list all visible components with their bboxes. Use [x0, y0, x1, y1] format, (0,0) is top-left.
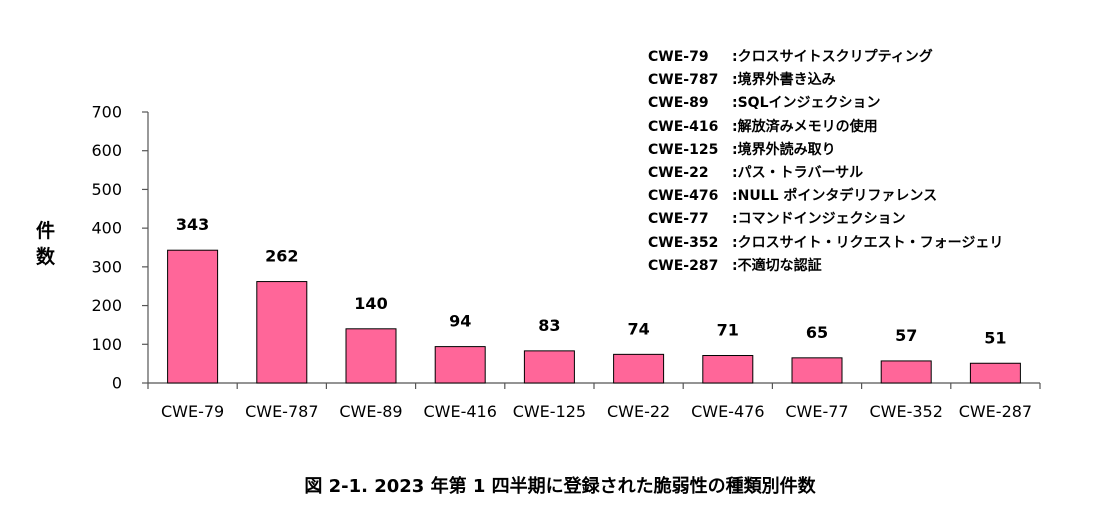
- bar: [345, 328, 397, 384]
- legend-code: CWE-22: [648, 165, 709, 182]
- legend-description: :境界外読み取り: [732, 141, 836, 158]
- x-tick-label: CWE-125: [513, 402, 586, 421]
- y-tick-label: 300: [91, 257, 122, 276]
- y-axis-label-char: 件: [36, 220, 56, 242]
- bar: [256, 281, 308, 384]
- x-tick-label: CWE-476: [691, 402, 764, 421]
- data-label: 71: [717, 321, 739, 340]
- legend-code: CWE-352: [648, 234, 719, 251]
- legend-item: CWE-476 :NULL ポインタデリファレンス: [648, 185, 1003, 208]
- y-tick-label: 0: [112, 374, 122, 393]
- legend-description: :不適切な認証: [732, 257, 822, 274]
- legend-description: :コマンドインジェクション: [732, 211, 906, 228]
- bar: [969, 362, 1021, 384]
- x-tick-label: CWE-22: [607, 402, 670, 421]
- legend-code: CWE-77: [648, 211, 709, 228]
- data-label: 262: [265, 247, 298, 266]
- bar: [434, 346, 486, 384]
- y-tick-label: 600: [91, 141, 122, 160]
- bar: [167, 249, 219, 384]
- legend-description: :クロスサイト・リクエスト・フォージェリ: [732, 234, 1004, 251]
- legend-code: CWE-476: [648, 188, 719, 205]
- legend-item: CWE-787 :境界外書き込み: [648, 69, 1003, 92]
- legend-code: CWE-416: [648, 118, 719, 135]
- legend-code: CWE-89: [648, 95, 709, 112]
- y-tick-label: 400: [91, 219, 122, 238]
- y-axis-label-text: 件数: [36, 218, 55, 270]
- figure-caption: 図 2-1. 2023 年第 1 四半期に登録された脆弱性の種類別件数: [304, 476, 816, 497]
- data-label: 83: [538, 316, 560, 335]
- data-label: 57: [895, 326, 917, 345]
- legend-description: :SQLインジェクション: [732, 95, 881, 112]
- legend: CWE-79:クロスサイトスクリプティング CWE-787:境界外書き込み CWE-…: [648, 46, 1003, 278]
- x-tick-label: CWE-787: [245, 402, 318, 421]
- legend-item: CWE-416 :解放済みメモリの使用: [648, 116, 1003, 139]
- bar: [613, 353, 665, 384]
- legend-description: :NULL ポインタデリファレンス: [732, 188, 938, 205]
- x-tick-label: CWE-416: [423, 402, 496, 421]
- y-tick-label: 500: [91, 180, 122, 199]
- data-label: 94: [449, 312, 471, 331]
- legend-item: CWE-352 :クロスサイト・リクエスト・フォージェリ: [648, 232, 1003, 255]
- legend-description: :解放済みメモリの使用: [732, 118, 878, 135]
- legend-item: CWE-79 :クロスサイトスクリプティング: [648, 46, 1003, 69]
- legend-item: CWE-287 :不適切な認証: [648, 255, 1003, 278]
- y-tick-label: 100: [91, 335, 122, 354]
- legend-description: :パス・トラバーサル: [732, 165, 864, 182]
- data-label: 74: [627, 319, 649, 338]
- x-tick-label: CWE-352: [869, 402, 942, 421]
- bar: [791, 357, 843, 384]
- data-label: 51: [984, 328, 1006, 347]
- bar: [702, 355, 754, 384]
- x-tick-label: CWE-79: [161, 402, 224, 421]
- legend-code: CWE-287: [648, 257, 719, 274]
- legend-item: CWE-77 :コマンドインジェクション: [648, 208, 1003, 231]
- y-axis-label-char: 数: [36, 246, 56, 268]
- legend-description: :境界外書き込み: [732, 72, 836, 89]
- bar: [880, 360, 932, 384]
- legend-code: CWE-125: [648, 141, 719, 158]
- legend-item: CWE-125 :境界外読み取り: [648, 139, 1003, 162]
- y-tick-label: 700: [91, 103, 122, 122]
- y-tick-label: 200: [91, 296, 122, 315]
- legend-item: CWE-89 :SQLインジェクション: [648, 92, 1003, 115]
- legend-code: CWE-79: [648, 49, 709, 65]
- y-axis-label: 件数: [36, 218, 55, 270]
- legend-description: :クロスサイトスクリプティング: [732, 49, 933, 65]
- data-label: 343: [176, 215, 209, 234]
- x-tick-label: CWE-89: [339, 402, 402, 421]
- data-label: 65: [806, 323, 828, 342]
- bar: [523, 350, 575, 384]
- legend-code: CWE-787: [648, 72, 719, 89]
- data-label: 140: [354, 294, 387, 313]
- x-tick-label: CWE-287: [959, 402, 1032, 421]
- legend-item: CWE-22 :パス・トラバーサル: [648, 162, 1003, 185]
- x-tick-label: CWE-77: [785, 402, 848, 421]
